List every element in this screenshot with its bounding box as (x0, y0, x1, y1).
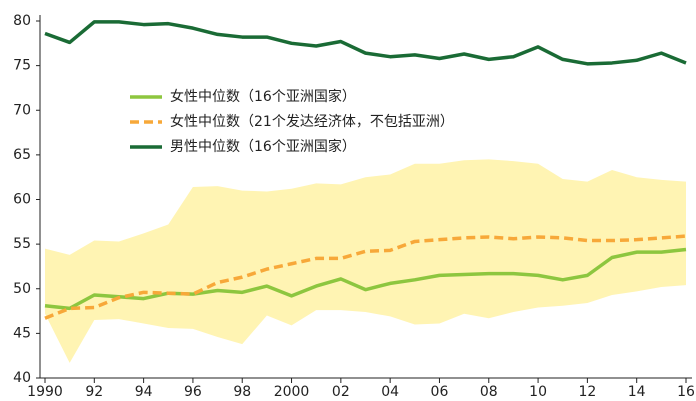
y-tick-label: 45 (13, 325, 31, 341)
x-tick-label: 08 (480, 384, 498, 400)
legend-label: 女性中位数（16个亚洲国家） (170, 88, 356, 105)
x-tick-label: 16 (677, 384, 695, 400)
x-tick-label: 06 (431, 384, 449, 400)
y-tick-label: 65 (13, 147, 31, 163)
y-tick-label: 80 (13, 13, 31, 29)
x-tick-label: 98 (233, 384, 251, 400)
x-tick-label: 10 (529, 384, 547, 400)
y-tick-label: 50 (13, 281, 31, 297)
series-line (44, 247, 687, 311)
y-tick-label: 55 (13, 236, 31, 252)
x-tick-label: 96 (184, 384, 202, 400)
x-tick-label: 1990 (27, 384, 63, 400)
series-line (44, 20, 687, 66)
y-tick-label: 70 (13, 102, 31, 118)
series-line (44, 234, 687, 320)
y-tick-label: 75 (13, 58, 31, 74)
x-tick-label: 2000 (274, 384, 310, 400)
range-band (45, 159, 686, 363)
legend: 女性中位数（16个亚洲国家） 女性中位数（21个发达经济体，不包括亚洲） 男性中位数… (130, 88, 454, 155)
x-tick-label: 12 (578, 384, 596, 400)
x-tick-label: 14 (628, 384, 646, 400)
legend-label: 女性中位数（21个发达经济体，不包括亚洲） (170, 113, 454, 130)
y-tick-label: 40 (13, 370, 31, 386)
x-tick-label: 92 (85, 384, 103, 400)
x-tick-label: 04 (381, 384, 399, 400)
legend-label: 男性中位数（16个亚洲国家） (170, 138, 356, 155)
y-tick-label: 60 (13, 192, 31, 208)
plot-area (44, 20, 687, 363)
x-tick-label: 94 (135, 384, 153, 400)
x-tick-label: 02 (332, 384, 350, 400)
